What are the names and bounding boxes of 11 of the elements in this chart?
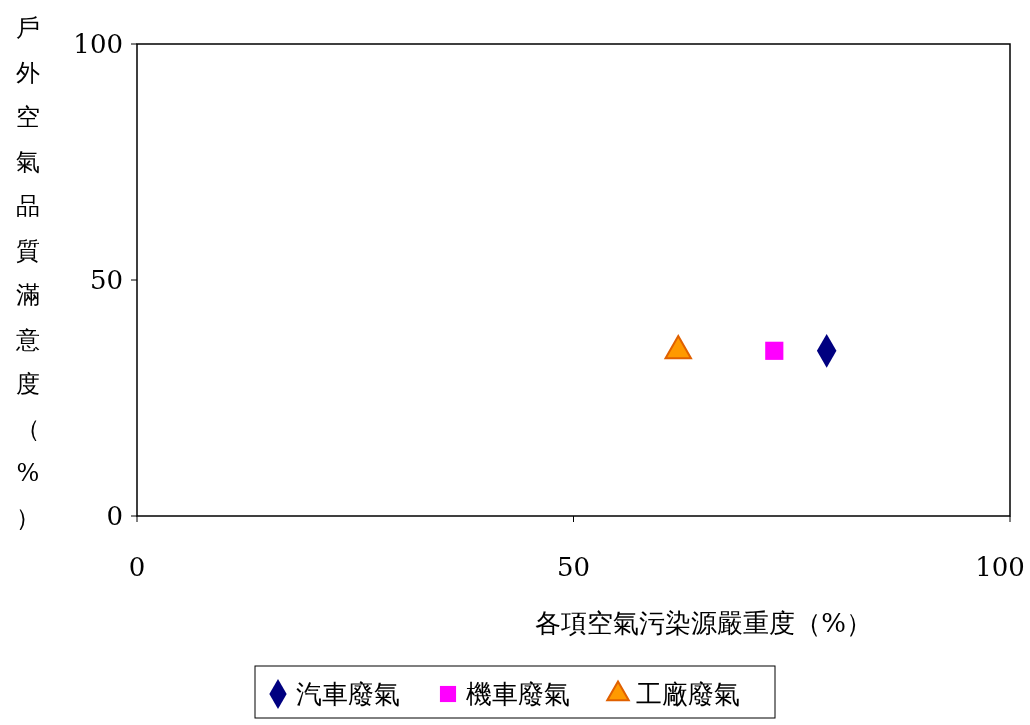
- y-tick-label: 0: [106, 501, 123, 531]
- x-tick-label: 0: [128, 552, 146, 582]
- text: 戶外空氣品質滿意度（%）: [16, 14, 40, 532]
- y-tick-label: 50: [89, 265, 123, 295]
- x-axis-title: 各項空氣污染源嚴重度（%）: [535, 608, 872, 638]
- x-tick-label: 100: [975, 552, 1025, 582]
- x-tick-label: 50: [556, 552, 591, 582]
- legend-label: 機車廢氣: [466, 679, 570, 709]
- legend-label: 汽車廢氣: [296, 679, 400, 709]
- legend-label: 工廠廢氣: [636, 679, 740, 709]
- y-tick-label: 100: [73, 29, 123, 59]
